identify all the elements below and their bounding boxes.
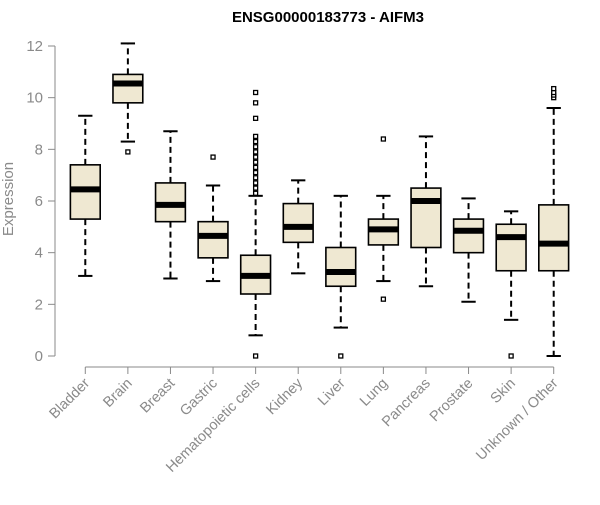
outlier-point bbox=[252, 100, 259, 106]
iqr-box bbox=[325, 246, 357, 288]
outlier-point bbox=[508, 353, 514, 359]
x-tick-label: Breast bbox=[137, 376, 178, 417]
outlier-point bbox=[252, 175, 259, 181]
outlier-point bbox=[252, 154, 259, 160]
x-tick-label: Lung bbox=[357, 376, 391, 410]
box-bladder bbox=[69, 114, 101, 277]
y-axis: 0 2 4 6 8 10 12 bbox=[26, 38, 56, 365]
y-tick-label: 8 bbox=[35, 141, 43, 158]
chart-title: ENSG00000183773 - AIFM3 bbox=[232, 9, 424, 26]
y-tick-label: 6 bbox=[35, 193, 43, 210]
boxes-group bbox=[69, 42, 570, 359]
box-unknown-other bbox=[538, 85, 570, 357]
outlier-point bbox=[210, 154, 216, 160]
box-skin bbox=[495, 210, 527, 359]
x-tick-label: Bladder bbox=[46, 375, 93, 422]
iqr-box bbox=[452, 218, 485, 254]
outlier-point bbox=[252, 353, 259, 359]
outlier-point bbox=[252, 149, 259, 155]
outlier-point bbox=[551, 85, 557, 92]
box-brain bbox=[112, 42, 144, 155]
outlier-point bbox=[252, 190, 259, 196]
box-hematopoietic-cells bbox=[239, 89, 272, 359]
y-axis-label: Expression bbox=[0, 162, 17, 236]
outlier-point bbox=[252, 115, 259, 121]
box-breast bbox=[154, 130, 187, 280]
outlier-point bbox=[252, 180, 259, 186]
outlier-point bbox=[252, 164, 259, 171]
outlier-point bbox=[252, 159, 259, 165]
outlier-point bbox=[380, 136, 387, 142]
outlier-point bbox=[252, 89, 259, 96]
box-lung bbox=[367, 136, 400, 302]
iqr-box bbox=[282, 202, 314, 244]
y-tick-label: 10 bbox=[26, 90, 43, 107]
iqr-box bbox=[495, 223, 527, 272]
outlier-point bbox=[252, 144, 259, 150]
box-prostate bbox=[452, 197, 485, 303]
box-kidney bbox=[282, 179, 314, 275]
iqr-box bbox=[197, 220, 229, 259]
x-tick-label: Kidney bbox=[263, 375, 306, 418]
x-tick-label: Unknown / Other bbox=[473, 375, 561, 463]
iqr-box bbox=[112, 73, 144, 104]
box-liver bbox=[325, 194, 357, 359]
iqr-box bbox=[538, 204, 570, 272]
outlier-point bbox=[252, 133, 259, 140]
outlier-point bbox=[252, 169, 259, 176]
outlier-point bbox=[252, 138, 259, 145]
y-tick-label: 2 bbox=[35, 296, 43, 313]
box-pancreas bbox=[410, 135, 442, 288]
outlier-point bbox=[338, 353, 344, 359]
outlier-point bbox=[380, 296, 387, 302]
x-tick-label: Brain bbox=[100, 376, 135, 411]
y-tick-label: 4 bbox=[35, 245, 43, 262]
outlier-point bbox=[125, 149, 131, 155]
box-gastric bbox=[197, 154, 229, 283]
outlier-point bbox=[252, 185, 259, 191]
x-tick-label: Liver bbox=[315, 375, 349, 409]
x-tick-label: Prostate bbox=[427, 376, 476, 425]
iqr-box bbox=[410, 187, 442, 249]
x-tick-label: Skin bbox=[488, 376, 519, 407]
y-tick-label: 0 bbox=[35, 348, 43, 365]
y-tick-label: 12 bbox=[26, 38, 43, 55]
